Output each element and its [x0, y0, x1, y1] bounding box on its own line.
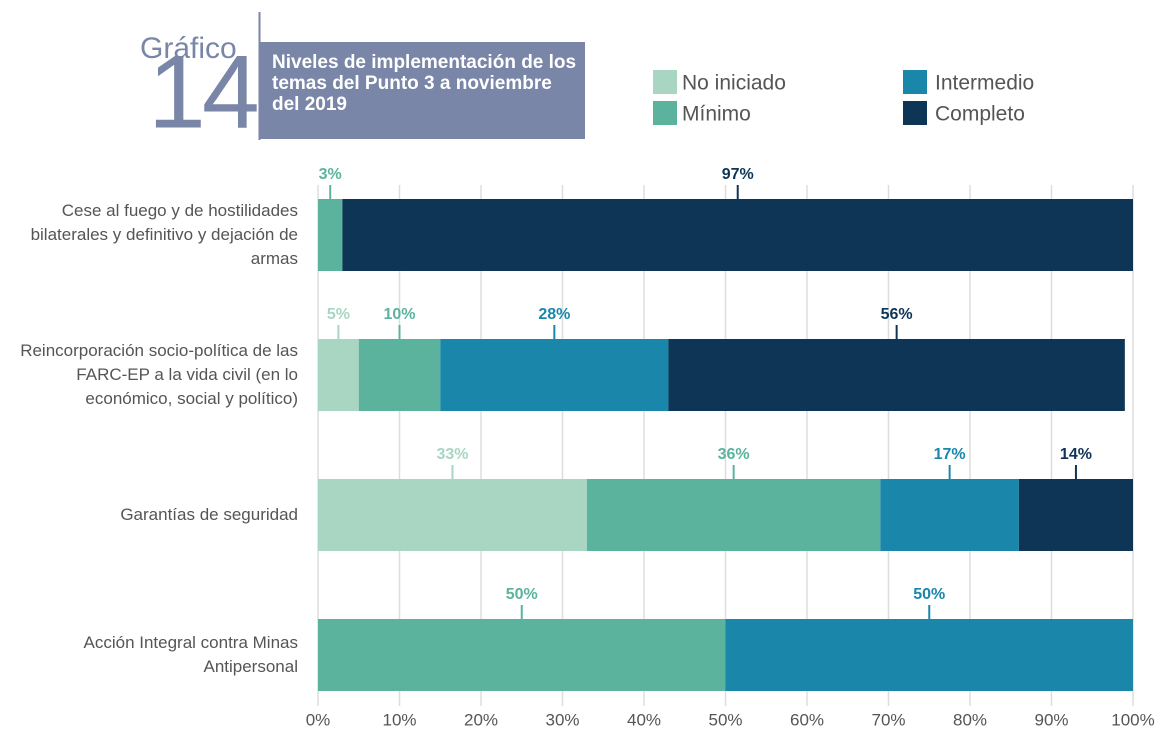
bar-segment [318, 619, 726, 691]
bar-segment [318, 479, 587, 551]
x-tick-label: 20% [464, 710, 498, 729]
value-label: 3% [319, 166, 342, 183]
value-label: 56% [881, 306, 913, 323]
bar-segment [342, 199, 1133, 271]
value-label: 5% [327, 306, 350, 323]
value-label: 50% [506, 586, 538, 603]
x-tick-label: 10% [382, 710, 416, 729]
chart-title: Niveles de implementación de los temas d… [272, 52, 577, 115]
value-label: 50% [913, 586, 945, 603]
x-tick-label: 100% [1111, 710, 1154, 729]
x-tick-label: 90% [1034, 710, 1068, 729]
bar-segment [358, 339, 441, 411]
legend-label: Completo [935, 103, 1025, 126]
bar-segment [668, 339, 1125, 411]
legend-swatch [903, 101, 927, 125]
value-label: 97% [722, 166, 754, 183]
x-tick-label: 30% [545, 710, 579, 729]
legend-swatch [653, 101, 677, 125]
legend-label: No iniciado [682, 72, 786, 95]
category-label: Reincorporación socio-política de las FA… [20, 341, 298, 408]
x-tick-label: 40% [627, 710, 661, 729]
value-label: 28% [538, 306, 570, 323]
title-box [259, 42, 585, 139]
bar-segment [880, 479, 1019, 551]
value-label: 14% [1060, 446, 1092, 463]
x-tick-label: 50% [708, 710, 742, 729]
value-label: 36% [718, 446, 750, 463]
legend-swatch [903, 70, 927, 94]
bar-segment [318, 199, 343, 271]
legend-label: Mínimo [682, 103, 751, 126]
bar-segment [725, 619, 1133, 691]
bar-segment [586, 479, 881, 551]
bar-segment [1018, 479, 1133, 551]
category-label: Acción Integral contra Minas Antipersona… [83, 633, 299, 676]
value-label: 10% [383, 306, 415, 323]
chart-label: Gráfico [140, 32, 237, 65]
x-tick-label: 60% [790, 710, 824, 729]
category-label: Cese al fuego y de hostilidades bilatera… [30, 201, 298, 268]
chart-number: 14 [148, 34, 257, 150]
x-tick-label: 0% [306, 710, 331, 729]
value-label: 33% [436, 446, 468, 463]
category-label: Garantías de seguridad [120, 505, 298, 524]
bar-segment [440, 339, 669, 411]
legend-swatch [653, 70, 677, 94]
x-tick-label: 70% [871, 710, 905, 729]
value-label: 17% [934, 446, 966, 463]
x-tick-label: 80% [953, 710, 987, 729]
legend-label: Intermedio [935, 72, 1034, 95]
bar-segment [318, 339, 359, 411]
